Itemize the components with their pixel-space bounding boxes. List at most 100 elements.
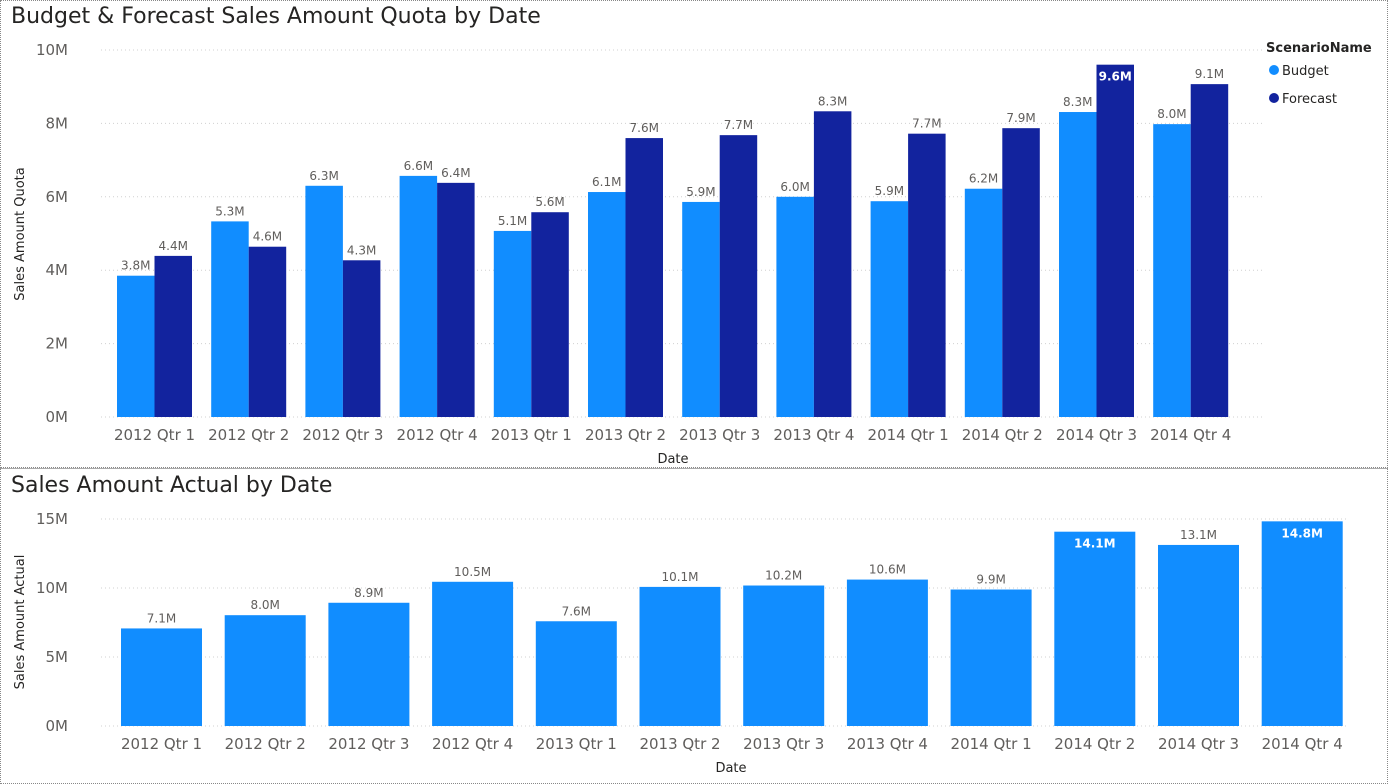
quota-x-tick-label: 2013 Qtr 2 — [585, 426, 666, 444]
actual-bar — [1054, 531, 1136, 726]
quota-data-label: 6.6M — [404, 159, 433, 173]
quota-data-label: 7.6M — [630, 121, 659, 135]
quota-x-tick-label: 2012 Qtr 3 — [302, 426, 383, 444]
actual-x-tick-label: 2014 Qtr 1 — [951, 735, 1032, 753]
actual-y-tick-label: 0M — [46, 717, 69, 735]
quota-bar — [719, 135, 758, 418]
legend-marker-budget — [1269, 65, 1279, 75]
quota-x-tick-label: 2012 Qtr 2 — [208, 426, 289, 444]
legend-label-budget: Budget — [1282, 64, 1329, 79]
legend-marker-forecast — [1269, 93, 1279, 103]
quota-bar — [870, 201, 909, 417]
quota-data-label: 5.9M — [875, 184, 904, 198]
actual-x-tick-label: 2014 Qtr 2 — [1054, 735, 1135, 753]
quota-bar — [305, 185, 343, 417]
actual-x-tick-label: 2013 Qtr 4 — [847, 735, 928, 753]
quota-data-label: 8.3M — [818, 94, 847, 108]
actual-data-label: 8.9M — [354, 586, 383, 600]
quota-data-label: 5.3M — [215, 204, 244, 218]
quota-chart-title: Budget & Forecast Sales Amount Quota by … — [11, 4, 541, 29]
actual-data-label: 13.1M — [1180, 528, 1217, 542]
quota-x-tick-label: 2012 Qtr 1 — [114, 426, 195, 444]
quota-data-label: 6.1M — [592, 175, 621, 189]
actual-data-label: 10.5M — [454, 565, 491, 579]
actual-x-tick-label: 2014 Qtr 4 — [1262, 735, 1343, 753]
quota-data-label: 7.7M — [912, 117, 941, 131]
legend-title: ScenarioName — [1266, 41, 1372, 56]
quota-bar — [211, 221, 249, 417]
quota-y-tick-label: 8M — [46, 114, 69, 132]
actual-x-tick-label: 2014 Qtr 3 — [1158, 735, 1239, 753]
actual-bar — [535, 621, 617, 726]
quota-y-tick-label: 6M — [46, 188, 69, 206]
quota-data-label: 4.6M — [253, 230, 282, 244]
quota-x-tick-label: 2012 Qtr 4 — [397, 426, 478, 444]
actual-data-label: 7.1M — [147, 611, 176, 625]
actual-bar — [432, 581, 514, 726]
actual-data-label: 14.8M — [1281, 526, 1323, 540]
actual-chart-visual: Sales Amount Actual by Date 0M 5M 10M 15M Da… — [0, 468, 1388, 784]
actual-y-axis-title: Sales Amount Actual — [13, 555, 28, 690]
quota-data-label: 5.1M — [498, 214, 527, 228]
actual-bar — [224, 615, 306, 726]
actual-x-tick-label: 2012 Qtr 2 — [225, 735, 306, 753]
actual-y-tick-label: 5M — [46, 648, 69, 666]
quota-x-tick-label: 2014 Qtr 3 — [1056, 426, 1137, 444]
quota-data-label: 4.4M — [159, 239, 188, 253]
actual-x-axis-title: Date — [715, 761, 746, 776]
quota-y-tick-label: 2M — [46, 335, 69, 353]
quota-bar — [531, 212, 569, 417]
quota-bar — [493, 230, 532, 417]
quota-y-axis-title: Sales Amount Quota — [13, 167, 28, 300]
quota-bar — [908, 133, 946, 417]
quota-bar — [117, 275, 155, 417]
quota-bar — [964, 188, 1003, 417]
actual-bar — [950, 589, 1032, 726]
actual-x-tick-label: 2012 Qtr 4 — [432, 735, 513, 753]
quota-y-tick-label: 0M — [46, 408, 69, 426]
quota-bar — [1190, 84, 1229, 418]
actual-bar — [639, 586, 721, 726]
actual-data-label: 10.6M — [869, 563, 906, 577]
quota-data-label: 7.7M — [724, 118, 753, 132]
actual-data-label: 14.1M — [1074, 537, 1116, 551]
actual-bar — [743, 585, 825, 726]
quota-data-label: 6.2M — [969, 172, 998, 186]
actual-data-label: 10.2M — [765, 569, 802, 583]
actual-data-label: 10.1M — [661, 570, 698, 584]
quota-y-tick-label: 10M — [36, 41, 68, 59]
quota-bar — [154, 255, 192, 417]
quota-x-axis-title: Date — [657, 452, 688, 467]
quota-x-tick-label: 2013 Qtr 4 — [773, 426, 854, 444]
quota-bar — [625, 138, 663, 417]
quota-bar — [342, 260, 381, 417]
actual-x-tick-label: 2012 Qtr 3 — [328, 735, 409, 753]
actual-bar — [1158, 544, 1239, 726]
quota-chart-svg: 0M 2M 4M 6M 8M 10M Date Sales Amount Quota 2012 … — [13, 41, 1372, 467]
actual-data-label: 7.6M — [562, 604, 591, 618]
quota-y-tick-label: 4M — [46, 261, 69, 279]
quota-data-label: 4.3M — [347, 243, 376, 257]
actual-bar — [121, 628, 202, 726]
quota-bar — [437, 182, 475, 417]
quota-x-tick-label: 2013 Qtr 3 — [679, 426, 760, 444]
quota-bar — [588, 192, 626, 417]
quota-bar — [1059, 112, 1097, 417]
quota-bar — [399, 175, 438, 417]
quota-x-tick-label: 2014 Qtr 1 — [868, 426, 949, 444]
quota-x-tick-label: 2014 Qtr 2 — [962, 426, 1043, 444]
actual-bar — [846, 579, 928, 726]
quota-chart-visual: Budget & Forecast Sales Amount Quota by … — [0, 0, 1388, 468]
quota-bar — [776, 196, 814, 417]
actual-chart-svg: 0M 5M 10M 15M Date Sales Amount Actual 2012 Qt… — [13, 510, 1349, 776]
quota-data-label: 9.6M — [1099, 70, 1132, 84]
actual-bar — [1261, 521, 1343, 726]
actual-y-tick-label: 15M — [36, 510, 68, 528]
quota-x-tick-label: 2013 Qtr 1 — [491, 426, 572, 444]
quota-data-label: 5.6M — [535, 195, 564, 209]
quota-data-label: 6.4M — [441, 166, 470, 180]
actual-chart-title: Sales Amount Actual by Date — [11, 473, 333, 498]
quota-bar — [813, 111, 852, 417]
actual-x-tick-label: 2013 Qtr 2 — [639, 735, 720, 753]
quota-data-label: 6.3M — [309, 169, 338, 183]
